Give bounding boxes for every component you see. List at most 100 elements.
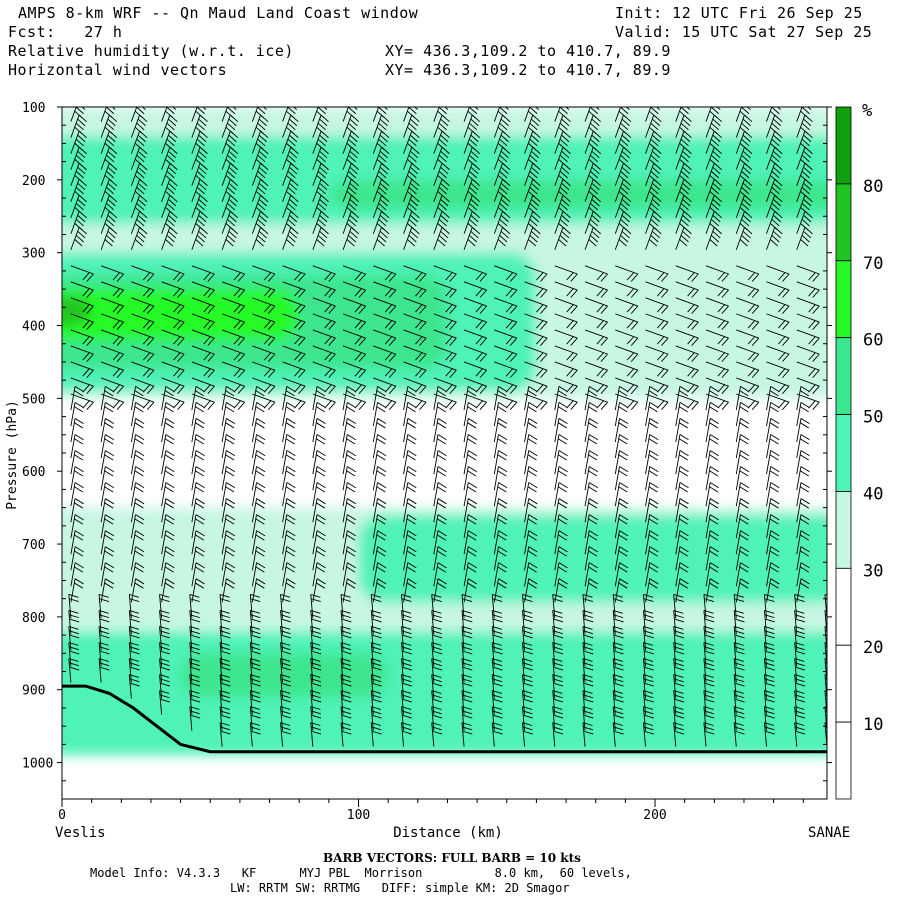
wind-barb — [221, 329, 246, 346]
wind-barb — [191, 546, 205, 571]
xy-range-2: XY= 436.3,109.2 to 410.7, 89.9 — [385, 61, 671, 79]
wind-barb — [219, 610, 231, 635]
wind-barb — [131, 361, 155, 378]
wind-barb — [524, 450, 538, 475]
wind-barb — [612, 642, 624, 667]
wind-barb — [130, 514, 145, 539]
wind-barb — [221, 393, 246, 410]
wind-barb — [312, 562, 326, 587]
wind-barb — [431, 706, 443, 731]
wind-barb — [249, 706, 261, 731]
wind-barb — [675, 329, 699, 346]
wind-barb — [796, 402, 810, 427]
wind-barb — [70, 226, 87, 250]
wind-barb — [645, 386, 659, 411]
wind-barb — [675, 498, 689, 523]
wind-barb — [312, 329, 336, 346]
wind-barb — [191, 361, 215, 378]
wind-barb — [766, 345, 790, 362]
colorbar-bin — [835, 491, 852, 569]
wind-barb — [673, 658, 685, 683]
wind-barb — [280, 690, 291, 715]
wind-barb — [675, 434, 689, 459]
wind-barb — [312, 402, 326, 427]
wind-barb — [463, 361, 487, 378]
wind-barb — [340, 674, 352, 699]
wind-barb — [403, 345, 427, 362]
wind-barb — [219, 706, 231, 731]
wind-barb — [705, 546, 719, 571]
wind-barb — [161, 546, 175, 571]
wind-barb — [584, 313, 608, 330]
wind-barb — [191, 281, 215, 298]
wind-barb — [312, 313, 336, 330]
wind-barb — [312, 482, 326, 507]
wind-barb — [433, 281, 457, 298]
wind-barb — [401, 674, 412, 699]
colorbar-unit: % — [862, 101, 872, 121]
wind-barb — [372, 386, 387, 411]
wind-barb — [191, 130, 208, 154]
wind-barb — [794, 690, 806, 715]
wind-barb — [342, 546, 357, 571]
wind-barb — [524, 281, 548, 298]
wind-barb — [794, 594, 805, 619]
wind-barb — [614, 226, 632, 250]
wind-barb — [100, 482, 115, 507]
wind-barb — [161, 450, 175, 475]
wind-barb — [342, 402, 357, 427]
wind-barb — [524, 377, 548, 394]
wind-barb — [552, 610, 564, 635]
wind-barb — [191, 265, 215, 282]
wind-barb — [796, 514, 810, 539]
wind-barb — [733, 626, 745, 651]
wind-barb — [522, 690, 533, 715]
wind-barb — [251, 450, 266, 475]
wind-barb — [705, 578, 719, 603]
wind-barb — [703, 690, 715, 715]
wind-barb — [673, 642, 685, 667]
wind-barb — [100, 361, 125, 378]
wind-barb — [554, 377, 578, 394]
wind-barb — [584, 578, 598, 603]
wind-barb — [493, 434, 508, 459]
wind-barb — [131, 297, 155, 314]
wind-barb — [735, 418, 750, 443]
wind-barb — [373, 265, 397, 282]
wind-barb — [342, 578, 357, 603]
wind-barb — [705, 530, 719, 555]
wind-barb — [584, 498, 598, 523]
wind-barb — [494, 345, 518, 362]
wind-barb — [401, 610, 412, 635]
wind-barb — [161, 402, 175, 427]
wind-barb — [372, 418, 387, 443]
wind-barb — [463, 450, 477, 475]
wind-barb — [161, 297, 185, 314]
wind-barb — [403, 418, 417, 443]
wind-barb — [766, 361, 790, 378]
wind-barb — [342, 146, 360, 170]
field-wind-label: Horizontal wind vectors — [8, 61, 228, 79]
wind-barb — [282, 402, 296, 427]
wind-barb — [403, 546, 417, 571]
wind-barb — [675, 377, 699, 394]
wind-barb — [461, 658, 473, 683]
wind-barb — [796, 361, 820, 378]
wind-barb — [524, 418, 538, 443]
wind-barb — [763, 594, 775, 619]
wind-barb — [433, 386, 447, 411]
wind-barb — [221, 466, 236, 491]
wind-barb — [491, 706, 503, 731]
wind-barb — [493, 498, 508, 523]
wind-barb — [130, 578, 145, 603]
wind-barb — [130, 546, 145, 571]
wind-barb — [221, 530, 236, 555]
wind-barb — [552, 594, 563, 619]
wind-barb — [766, 329, 790, 346]
wind-barb — [221, 162, 239, 186]
wind-barb — [373, 393, 397, 410]
wind-barb — [159, 594, 170, 619]
wind-barb — [584, 402, 598, 427]
wind-barb — [584, 377, 608, 394]
